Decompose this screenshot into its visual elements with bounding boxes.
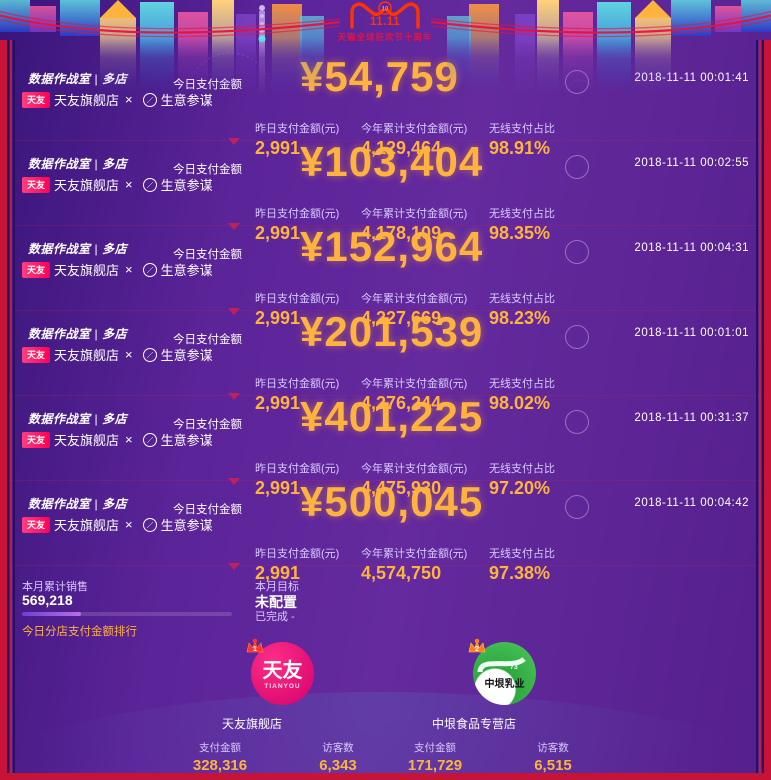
svg-text:10: 10 <box>382 7 389 13</box>
svg-text:11.11: 11.11 <box>370 16 400 28</box>
svg-text:天友: 天友 <box>263 658 303 682</box>
svg-text:TIANYOU: TIANYOU <box>264 683 300 690</box>
svg-text:73: 73 <box>510 664 518 671</box>
svg-text:2: 2 <box>475 646 479 653</box>
svg-text:天猫全球狂欢节十周年: 天猫全球狂欢节十周年 <box>337 32 432 42</box>
svg-text:1: 1 <box>253 646 257 653</box>
svg-text:中垠乳业: 中垠乳业 <box>485 677 525 690</box>
